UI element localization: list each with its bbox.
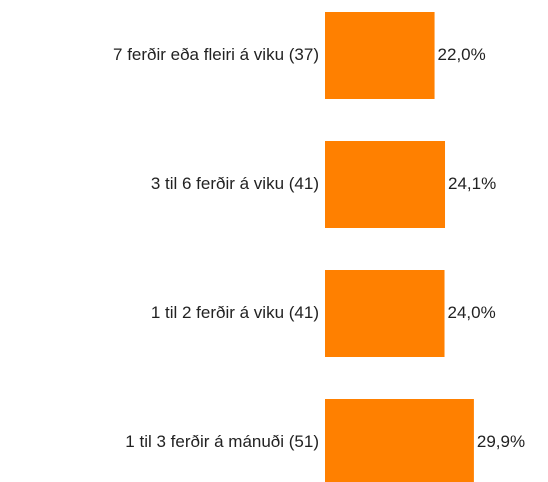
bar xyxy=(325,141,446,228)
value-label: 24,0% xyxy=(448,303,496,322)
category-label: 7 ferðir eða fleiri á viku (37) xyxy=(113,45,319,64)
bar xyxy=(325,399,474,482)
bar xyxy=(325,270,445,357)
bar xyxy=(325,12,435,99)
category-label: 1 til 2 ferðir á viku (41) xyxy=(151,303,319,322)
category-label: 3 til 6 ferðir á viku (41) xyxy=(151,174,319,193)
value-label: 24,1% xyxy=(448,174,496,193)
category-label: 1 til 3 ferðir á mánuði (51) xyxy=(125,432,319,451)
value-label: 22,0% xyxy=(438,45,486,64)
value-label: 29,9% xyxy=(477,432,525,451)
